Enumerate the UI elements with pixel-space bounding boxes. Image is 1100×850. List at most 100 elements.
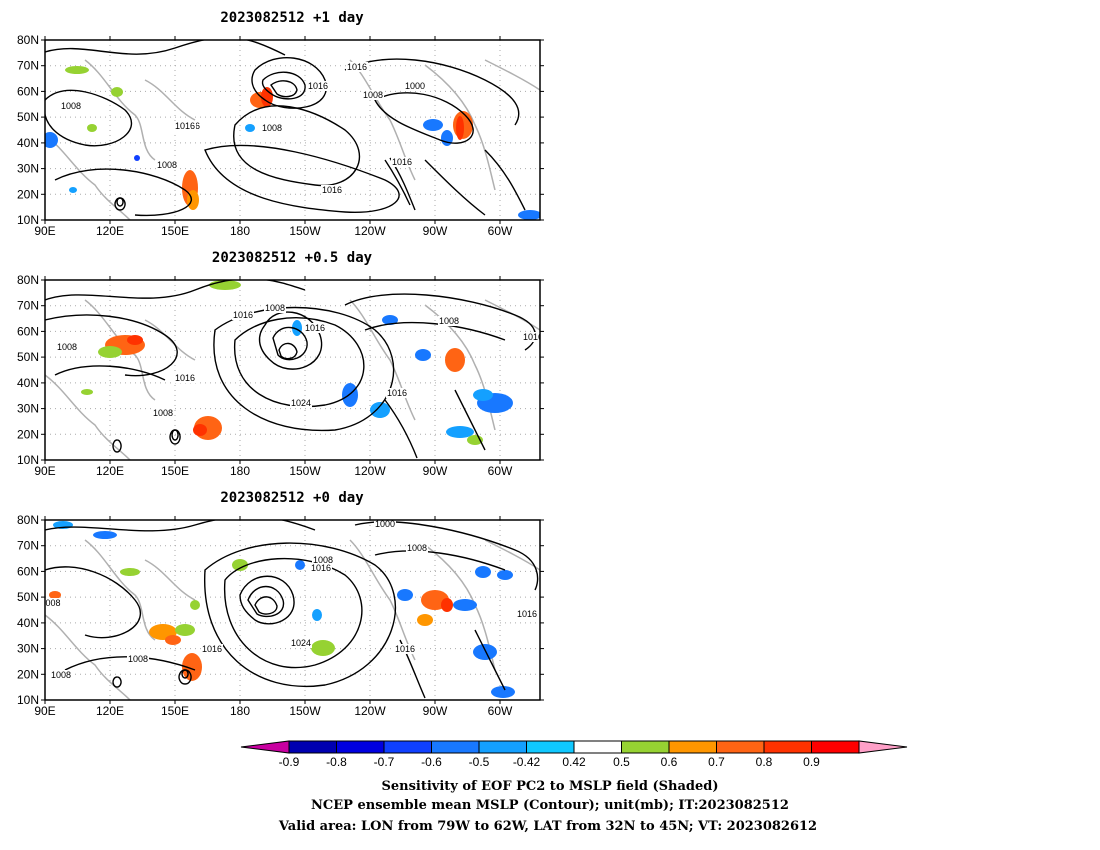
colorbar-segment (811, 740, 860, 754)
contour-label-bg (60, 101, 82, 111)
y-tick-label: 40N (17, 616, 39, 630)
contour-label: 008 (45, 598, 60, 608)
sensitivity-shade (245, 124, 255, 132)
colorbar-tick-label: -0.6 (421, 755, 442, 769)
sensitivity-shade (415, 349, 431, 361)
sensitivity-shade (190, 600, 200, 610)
colorbar-segment (763, 740, 812, 754)
coastline (144, 79, 196, 121)
y-tick-label: 60N (17, 324, 39, 338)
contour-label-bg (304, 323, 326, 333)
sensitivity-shade (120, 568, 140, 576)
contour-label-bg (156, 160, 178, 170)
sensitivity-shade (370, 402, 390, 418)
colorbar-segment (716, 740, 765, 754)
sensitivity-shade (87, 124, 97, 132)
y-tick-label: 20N (17, 667, 39, 681)
contour-label: 1008 (265, 303, 285, 313)
y-tick-label: 80N (17, 273, 39, 287)
mslp-contour (384, 159, 411, 206)
map-content: 1000100810081016008102410161008101610081… (45, 520, 540, 700)
coastline (45, 614, 131, 700)
contour-label: 1008 (157, 160, 177, 170)
contour-label: 1008 (51, 670, 71, 680)
contour-label: 1008 (61, 101, 81, 111)
coastline (484, 539, 540, 571)
x-tick-label: 60W (488, 704, 513, 718)
mslp-contour (112, 439, 122, 453)
panel-title: 2023082512 +0 day (220, 490, 364, 506)
contour-label: 1008 (153, 408, 173, 418)
map-content: 1016 1008 1016 1016 1008 1000 1008 1016 1016 1008… (45, 40, 540, 220)
mslp-contour (278, 342, 298, 360)
x-tick-label: 120W (354, 464, 386, 478)
sensitivity-shade (382, 315, 398, 325)
sensitivity-shade (261, 87, 273, 107)
y-tick-label: 70N (17, 539, 39, 553)
mslp-contour (364, 321, 506, 341)
mslp-contour (54, 365, 166, 381)
sensitivity-shade (232, 559, 248, 571)
y-tick-label: 10N (17, 213, 39, 227)
colorbar-tick-label: 0.7 (708, 755, 725, 769)
colorbar-tick-label: -0.9 (279, 755, 300, 769)
sensitivity-shade (518, 210, 540, 220)
sensitivity-shade (397, 589, 413, 601)
x-tick-label: 150E (161, 224, 189, 238)
colorbar-tick-label: -0.8 (326, 755, 347, 769)
x-tick-label: 150W (289, 464, 321, 478)
colorbar-tick-label: -0.42 (513, 755, 541, 769)
mslp-contour (251, 56, 327, 109)
colorbar-low-arrow (240, 740, 290, 754)
colorbar-tick-label: -0.5 (469, 755, 490, 769)
sensitivity-shade (295, 560, 305, 570)
sensitivity-shade (491, 686, 515, 698)
y-tick-label: 50N (17, 350, 39, 364)
mslp-contour (45, 89, 133, 147)
y-tick-label: 70N (17, 59, 39, 73)
contour-label-bg (45, 598, 64, 608)
sensitivity-shade (475, 566, 491, 578)
contour-label-bg (312, 555, 334, 565)
colorbar-segment (431, 740, 480, 754)
mslp-contour (169, 429, 181, 445)
coastline (484, 59, 540, 91)
sensitivity-shade (446, 426, 474, 438)
y-tick-label: 80N (17, 513, 39, 527)
y-tick-label: 70N (17, 299, 39, 313)
sensitivity-shade (497, 570, 513, 580)
contour-label-bg (386, 388, 408, 398)
colorbar-segment (668, 740, 717, 754)
colorbar-segment (526, 740, 575, 754)
contour-label-bg (404, 81, 426, 91)
contour-label: 1016 (311, 563, 331, 573)
sensitivity-shade (165, 635, 181, 645)
map-panel-plus-0-5-day: 2023082512 +0.5 day 10081016101610081008… (17, 250, 544, 478)
y-tick-label: 30N (17, 642, 39, 656)
sensitivity-shade (441, 598, 453, 612)
sensitivity-shade (81, 389, 93, 395)
contour-label-bg (394, 644, 416, 654)
contour-label-bg (290, 638, 312, 648)
map-content: 1008 1016 1016 1008 1008 1016 1024 1016 1008 1016… (45, 280, 540, 460)
colorbar-segment (573, 740, 622, 754)
coastline (84, 539, 156, 641)
colorbar-segment (336, 740, 385, 754)
contour-label: 1016 (233, 310, 253, 320)
mslp-contour (384, 399, 418, 459)
contour-label-bg (264, 303, 286, 313)
x-tick-label: 180 (230, 224, 250, 238)
contour-label: 1008 (128, 654, 148, 664)
contour-label-bg (374, 520, 396, 529)
colorbar-tick-label: -0.7 (374, 755, 395, 769)
contour-label-bg (362, 90, 384, 100)
sensitivity-shade (423, 119, 443, 131)
y-tick-label: 60N (17, 84, 39, 98)
sensitivity-shade (473, 389, 493, 401)
x-tick-label: 180 (230, 704, 250, 718)
x-tick-label: 150E (161, 464, 189, 478)
mslp-contour (344, 58, 520, 126)
contour-label: 1016 (305, 323, 325, 333)
x-tick-label: 150W (289, 704, 321, 718)
